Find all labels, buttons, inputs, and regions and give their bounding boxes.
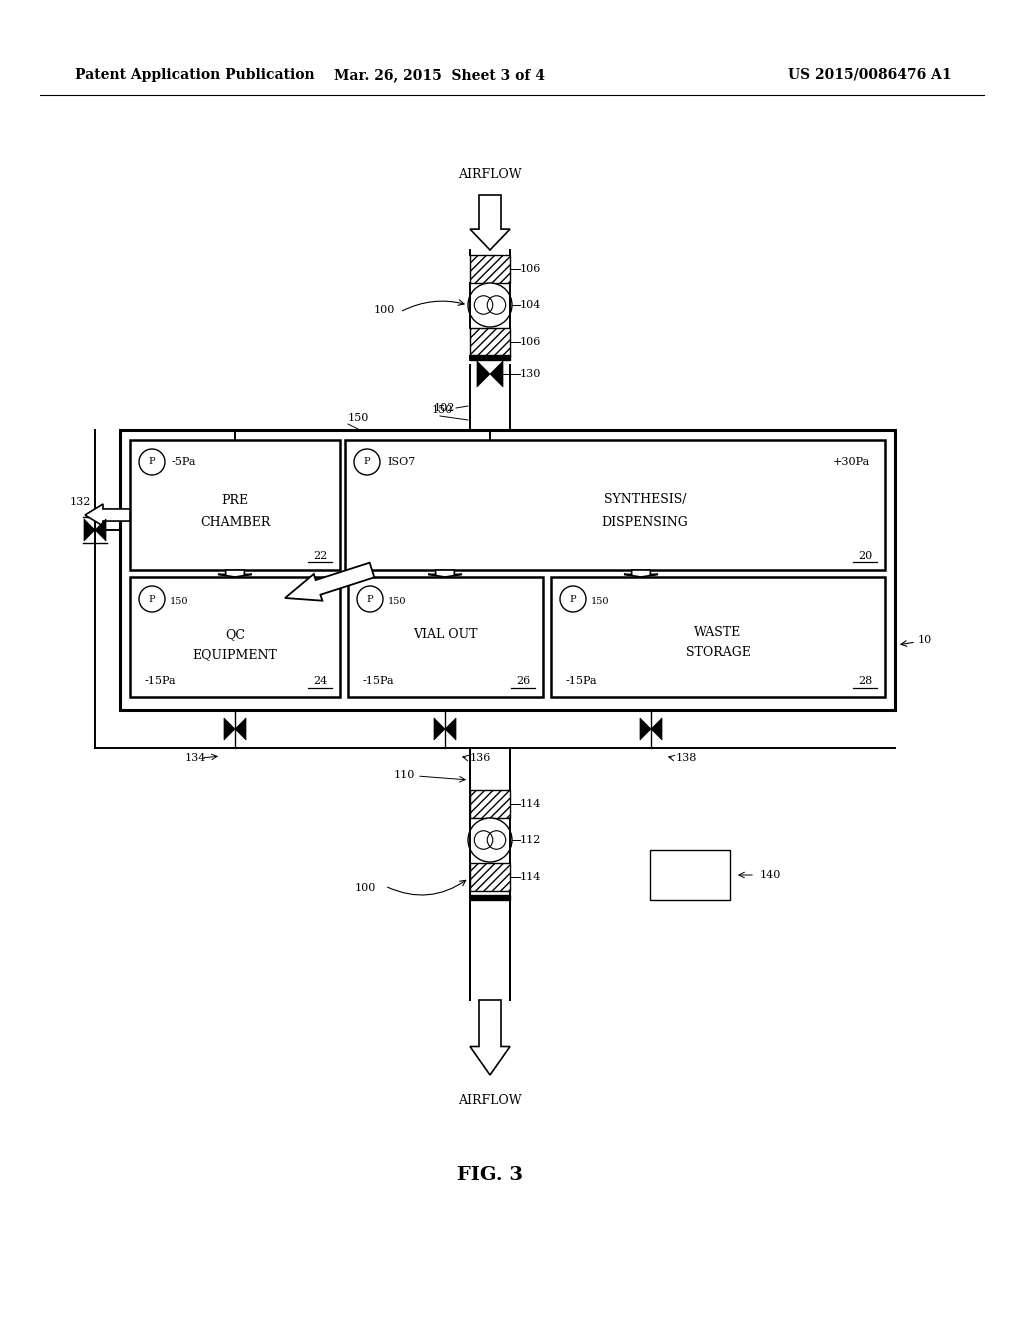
Text: 132: 132 [70, 498, 91, 507]
Text: +30Pa: +30Pa [833, 457, 870, 467]
Text: P: P [364, 458, 371, 466]
Text: 28: 28 [858, 676, 872, 686]
Text: 112: 112 [520, 836, 542, 845]
Text: 114: 114 [520, 799, 542, 809]
Bar [120, 430, 895, 710]
Text: P: P [148, 458, 156, 466]
Bar [470, 789, 510, 818]
Text: -15Pa: -15Pa [145, 676, 176, 686]
Text: 26: 26 [516, 676, 530, 686]
Polygon shape [428, 570, 462, 577]
Text: VIAL OUT: VIAL OUT [413, 628, 477, 642]
Text: AIRFLOW: AIRFLOW [458, 169, 522, 181]
Polygon shape [470, 195, 510, 249]
Text: SYNTHESIS/: SYNTHESIS/ [604, 494, 686, 507]
Text: QC: QC [225, 628, 245, 642]
Circle shape [468, 818, 512, 862]
Polygon shape [470, 1001, 510, 1074]
Circle shape [357, 586, 383, 612]
Text: 150: 150 [432, 405, 454, 414]
Text: STORAGE: STORAGE [685, 645, 751, 659]
Text: 10: 10 [918, 635, 932, 645]
Text: 102: 102 [433, 403, 455, 413]
Text: Patent Application Publication: Patent Application Publication [75, 69, 314, 82]
Polygon shape [640, 718, 651, 741]
Bar [470, 895, 510, 900]
Text: 150: 150 [591, 598, 609, 606]
Text: FIG. 3: FIG. 3 [457, 1166, 523, 1184]
Text: ISO7: ISO7 [387, 457, 416, 467]
Text: P: P [148, 594, 156, 603]
Polygon shape [624, 570, 658, 577]
Text: 150: 150 [170, 598, 188, 606]
Text: 20: 20 [858, 550, 872, 561]
Polygon shape [490, 360, 503, 387]
Text: 134: 134 [184, 752, 206, 763]
Polygon shape [445, 718, 456, 741]
Bar [470, 327, 510, 356]
Text: 140: 140 [760, 870, 781, 880]
Text: 138: 138 [676, 752, 697, 763]
Text: CHAMBER: CHAMBER [200, 516, 270, 528]
Polygon shape [85, 504, 130, 525]
Circle shape [354, 449, 380, 475]
Text: EQUIPMENT: EQUIPMENT [193, 648, 278, 661]
Text: 106: 106 [520, 337, 542, 347]
Text: -15Pa: -15Pa [362, 676, 394, 686]
Bar [345, 440, 885, 570]
Text: WASTE: WASTE [694, 626, 741, 639]
Bar [650, 850, 730, 900]
Polygon shape [434, 718, 445, 741]
Polygon shape [234, 718, 246, 741]
Text: DISPENSING: DISPENSING [602, 516, 688, 528]
Text: P: P [367, 594, 374, 603]
Text: 100: 100 [354, 883, 376, 894]
Polygon shape [285, 562, 375, 601]
Text: 150: 150 [348, 413, 370, 422]
Circle shape [468, 282, 512, 327]
Polygon shape [651, 718, 662, 741]
Text: 24: 24 [313, 676, 327, 686]
Circle shape [139, 586, 165, 612]
Bar [470, 863, 510, 891]
Text: 106: 106 [520, 264, 542, 275]
Text: 136: 136 [470, 752, 492, 763]
Text: 114: 114 [520, 873, 542, 882]
Text: 100: 100 [374, 305, 395, 315]
Polygon shape [95, 519, 106, 541]
Bar [130, 577, 340, 697]
Text: 130: 130 [520, 370, 542, 379]
Text: -15Pa: -15Pa [566, 676, 598, 686]
Text: 104: 104 [520, 300, 542, 310]
Text: -5Pa: -5Pa [172, 457, 197, 467]
Bar [551, 577, 885, 697]
Text: 110: 110 [393, 770, 415, 780]
Polygon shape [477, 360, 490, 387]
Polygon shape [84, 519, 95, 541]
Bar [470, 255, 510, 282]
Text: 22: 22 [313, 550, 327, 561]
Polygon shape [218, 570, 252, 577]
Bar [470, 355, 510, 360]
Bar [348, 577, 543, 697]
Circle shape [560, 586, 586, 612]
Text: Mar. 26, 2015  Sheet 3 of 4: Mar. 26, 2015 Sheet 3 of 4 [335, 69, 546, 82]
Polygon shape [224, 718, 234, 741]
Text: US 2015/0086476 A1: US 2015/0086476 A1 [788, 69, 952, 82]
Text: 150: 150 [388, 598, 407, 606]
Text: AIRFLOW: AIRFLOW [458, 1093, 522, 1106]
Text: PRE: PRE [221, 494, 249, 507]
Circle shape [139, 449, 165, 475]
Text: P: P [569, 594, 577, 603]
Bar [130, 440, 340, 570]
